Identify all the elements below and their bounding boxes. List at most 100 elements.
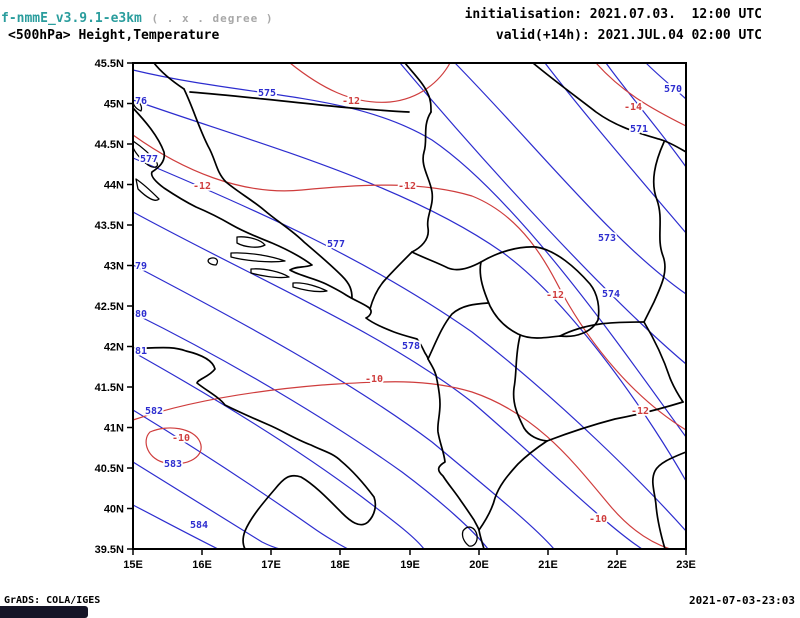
height-contour-label: 578 <box>402 341 420 352</box>
temperature-contour--10 <box>132 381 671 550</box>
temperature-contour--10 <box>145 427 202 465</box>
serbia-bulgaria-border <box>643 141 666 323</box>
height-contour-label: 81 <box>135 346 147 357</box>
height-contour-573 <box>454 62 687 295</box>
height-contour-label: 574 <box>602 289 620 300</box>
height-contour-576 <box>132 99 687 482</box>
y-tick-label: 45N <box>104 99 124 111</box>
height-contour-580 <box>132 312 489 550</box>
serbia-montenegro-border <box>411 251 482 271</box>
grads-credit: GrADS: COLA/IGES <box>4 595 101 606</box>
x-tick-label: 17E <box>261 559 281 571</box>
hvar-island <box>230 252 286 263</box>
height-contour-label: 577 <box>327 239 345 250</box>
bosnia-west-border <box>183 88 353 299</box>
height-contour-label: 583 <box>164 459 182 470</box>
height-contour-label: 575 <box>258 88 276 99</box>
mljet-island <box>292 282 328 293</box>
x-tick-label: 20E <box>469 559 489 571</box>
x-tick-label: 16E <box>192 559 212 571</box>
height-contour-label: 80 <box>135 309 147 320</box>
temperature-contour-label: -12 <box>398 181 416 192</box>
slovenia-croatia-border <box>153 62 185 90</box>
height-contour-584 <box>132 504 219 550</box>
title-line-1: f-nmmE_v3.9.1-e3km ( . x . degree ) <box>1 7 274 26</box>
temperature-contour-label: -12 <box>631 406 649 417</box>
height-contour-583 <box>132 461 281 550</box>
height-contour-label: 571 <box>630 124 648 135</box>
serbia-macedonia-border <box>559 321 645 337</box>
product-title: <500hPa> Height,Temperature <box>8 28 220 43</box>
serbia-east-border <box>532 62 687 153</box>
height-contour-label: 76 <box>135 96 147 107</box>
croatia-serbia-danube-border <box>404 62 432 113</box>
korcula-island <box>250 268 290 279</box>
dugi-otok-island <box>135 178 160 201</box>
temperature-contour-label: -10 <box>172 433 190 444</box>
height-contour-572 <box>544 62 687 234</box>
y-tick-label: 39.5N <box>95 544 124 556</box>
temperature-contour-label: -12 <box>546 290 564 301</box>
greece-coast <box>652 451 687 550</box>
y-tick-label: 42.5N <box>95 301 124 313</box>
bosnia-montenegro-border <box>369 251 413 310</box>
x-tick-label: 19E <box>400 559 420 571</box>
height-contour-575 <box>132 69 687 438</box>
drina-border <box>411 111 434 253</box>
valid-time: valid(+14h): 2021.JUL.04 02:00 UTC <box>495 28 762 43</box>
height-contour-label: 577 <box>140 154 158 165</box>
model-name: f-nmmE_v3.9.1-e3km <box>1 11 142 26</box>
height-contour-label: 582 <box>145 406 163 417</box>
height-contour-570 <box>645 62 687 100</box>
height-contour-574 <box>399 62 687 365</box>
temperature-contour-label: -10 <box>365 374 383 385</box>
temperature-contour--14 <box>595 62 687 127</box>
sava-border <box>189 91 410 113</box>
height-contour-582 <box>132 409 349 550</box>
x-tick-label: 18E <box>330 559 350 571</box>
height-contour-label: 573 <box>598 233 616 244</box>
albania-macedonia-border <box>512 335 548 442</box>
height-contour-label: 570 <box>664 84 682 95</box>
brac-island <box>236 236 266 248</box>
y-tick-label: 42N <box>104 342 124 354</box>
initialisation-time: initialisation: 2021.07.03. 12:00 UTC <box>464 7 762 22</box>
height-contour-571 <box>605 62 687 168</box>
height-contour-577 <box>132 157 687 532</box>
temperature-contour-label: -14 <box>624 102 642 113</box>
vis-island <box>207 257 219 266</box>
adriatic-coastline <box>132 107 485 550</box>
y-tick-label: 44N <box>104 180 124 192</box>
x-tick-label: 23E <box>676 559 696 571</box>
y-tick-label: 44.5N <box>95 139 124 151</box>
y-tick-label: 41N <box>104 423 124 435</box>
y-tick-label: 41.5N <box>95 382 124 394</box>
pag-island <box>132 140 159 168</box>
temperature-contour-label: -12 <box>193 181 211 192</box>
macedonia-bulgaria-border <box>643 321 684 403</box>
x-tick-label: 22E <box>607 559 627 571</box>
y-tick-label: 45.5N <box>95 58 124 70</box>
montenegro-albania-border <box>427 302 489 360</box>
y-tick-label: 43.5N <box>95 220 124 232</box>
kosovo-outline <box>479 246 600 339</box>
creation-timestamp: 2021-07-03-23:03 <box>689 594 795 607</box>
y-tick-label: 40N <box>104 504 124 516</box>
macedonia-greece-border <box>546 401 684 442</box>
albania-greece-border <box>478 440 548 531</box>
italy-coast <box>132 346 377 550</box>
resolution-note: ( . x . degree ) <box>151 12 274 25</box>
map-frame <box>132 62 687 550</box>
y-tick-label: 43N <box>104 261 124 273</box>
height-contour-label: 79 <box>135 261 147 272</box>
temperature-contour--12 <box>289 62 451 103</box>
corfu-island <box>461 526 478 547</box>
x-tick-label: 21E <box>538 559 558 571</box>
x-tick-label: 15E <box>123 559 143 571</box>
taskbar-fragment <box>0 606 88 618</box>
height-contour-579 <box>132 264 555 550</box>
height-contour-label: 584 <box>190 520 208 531</box>
temperature-contour-label: -12 <box>342 96 360 107</box>
